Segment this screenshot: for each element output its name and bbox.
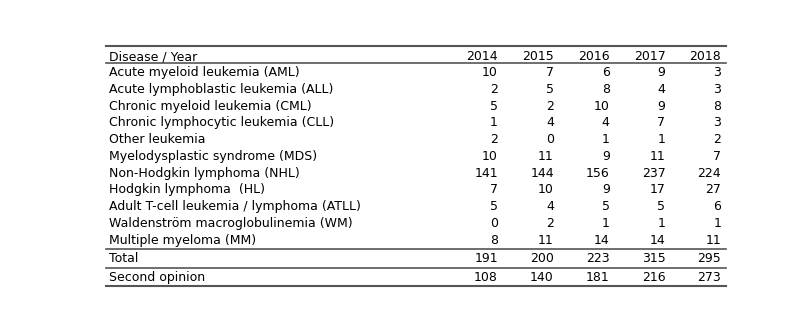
Text: 144: 144 [530, 166, 554, 180]
Text: Waldenström macroglobulinemia (WM): Waldenström macroglobulinemia (WM) [110, 217, 353, 230]
Text: Multiple myeloma (MM): Multiple myeloma (MM) [110, 234, 257, 246]
Text: 2: 2 [714, 133, 722, 146]
Text: 273: 273 [698, 271, 722, 284]
Text: Other leukemia: Other leukemia [110, 133, 206, 146]
Text: 2016: 2016 [578, 50, 610, 63]
Text: 1: 1 [658, 217, 666, 230]
Text: 3: 3 [714, 116, 722, 129]
Text: 200: 200 [530, 252, 554, 265]
Text: 237: 237 [642, 166, 666, 180]
Text: Chronic lymphocytic leukemia (CLL): Chronic lymphocytic leukemia (CLL) [110, 116, 334, 129]
Text: 216: 216 [642, 271, 666, 284]
Text: 11: 11 [538, 150, 554, 163]
Text: 3: 3 [714, 66, 722, 79]
Text: 5: 5 [490, 200, 498, 213]
Text: 6: 6 [714, 200, 722, 213]
Text: 5: 5 [546, 83, 554, 96]
Text: 5: 5 [658, 200, 666, 213]
Text: 0: 0 [490, 217, 498, 230]
Text: Myelodysplastic syndrome (MDS): Myelodysplastic syndrome (MDS) [110, 150, 318, 163]
Text: 10: 10 [538, 183, 554, 196]
Text: 4: 4 [602, 116, 610, 129]
Text: 14: 14 [650, 234, 666, 246]
Text: 223: 223 [586, 252, 610, 265]
Text: 141: 141 [474, 166, 498, 180]
Text: 1: 1 [602, 133, 610, 146]
Text: 6: 6 [602, 66, 610, 79]
Text: 2: 2 [490, 133, 498, 146]
Text: Chronic myeloid leukemia (CML): Chronic myeloid leukemia (CML) [110, 100, 312, 113]
Text: 3: 3 [714, 83, 722, 96]
Text: 1: 1 [714, 217, 722, 230]
Text: Acute lymphoblastic leukemia (ALL): Acute lymphoblastic leukemia (ALL) [110, 83, 334, 96]
Text: 10: 10 [482, 66, 498, 79]
Text: 4: 4 [658, 83, 666, 96]
Text: 27: 27 [706, 183, 722, 196]
Text: 8: 8 [602, 83, 610, 96]
Text: 11: 11 [538, 234, 554, 246]
Text: 2015: 2015 [522, 50, 554, 63]
Text: 7: 7 [546, 66, 554, 79]
Text: 2: 2 [546, 100, 554, 113]
Text: 10: 10 [482, 150, 498, 163]
Text: 7: 7 [658, 116, 666, 129]
Text: 8: 8 [714, 100, 722, 113]
Text: Total: Total [110, 252, 138, 265]
Text: 315: 315 [642, 252, 666, 265]
Text: 2: 2 [546, 217, 554, 230]
Text: 9: 9 [602, 150, 610, 163]
Text: 108: 108 [474, 271, 498, 284]
Text: 8: 8 [490, 234, 498, 246]
Text: Disease / Year: Disease / Year [110, 50, 198, 63]
Text: 9: 9 [658, 66, 666, 79]
Text: 140: 140 [530, 271, 554, 284]
Text: 5: 5 [490, 100, 498, 113]
Text: Hodgkin lymphoma  (HL): Hodgkin lymphoma (HL) [110, 183, 266, 196]
Text: 2: 2 [490, 83, 498, 96]
Text: 9: 9 [658, 100, 666, 113]
Text: 9: 9 [602, 183, 610, 196]
Text: 2017: 2017 [634, 50, 666, 63]
Text: 191: 191 [474, 252, 498, 265]
Text: 4: 4 [546, 116, 554, 129]
Text: 7: 7 [714, 150, 722, 163]
Text: 10: 10 [594, 100, 610, 113]
Text: 5: 5 [602, 200, 610, 213]
Text: 11: 11 [706, 234, 722, 246]
Text: 1: 1 [658, 133, 666, 146]
Text: 17: 17 [650, 183, 666, 196]
Text: 0: 0 [546, 133, 554, 146]
Text: 14: 14 [594, 234, 610, 246]
Text: 2018: 2018 [690, 50, 722, 63]
Text: 181: 181 [586, 271, 610, 284]
Text: 2014: 2014 [466, 50, 498, 63]
Text: 1: 1 [490, 116, 498, 129]
Text: Acute myeloid leukemia (AML): Acute myeloid leukemia (AML) [110, 66, 300, 79]
Text: Adult T-cell leukemia / lymphoma (ATLL): Adult T-cell leukemia / lymphoma (ATLL) [110, 200, 361, 213]
Text: 295: 295 [698, 252, 722, 265]
Text: Non-Hodgkin lymphoma (NHL): Non-Hodgkin lymphoma (NHL) [110, 166, 300, 180]
Text: 156: 156 [586, 166, 610, 180]
Text: 1: 1 [602, 217, 610, 230]
Text: 7: 7 [490, 183, 498, 196]
Text: Second opinion: Second opinion [110, 271, 206, 284]
Text: 224: 224 [698, 166, 722, 180]
Text: 11: 11 [650, 150, 666, 163]
Text: 4: 4 [546, 200, 554, 213]
